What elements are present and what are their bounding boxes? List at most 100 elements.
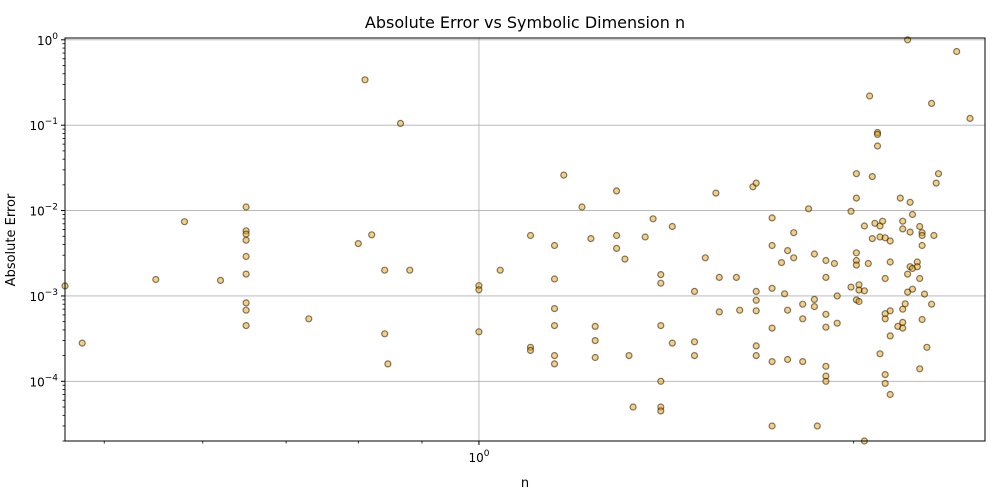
data-point [752, 296, 760, 304]
data-point [901, 300, 909, 308]
data-point [578, 203, 586, 211]
data-point [830, 259, 839, 268]
plot-frame [64, 37, 986, 442]
data-point [657, 322, 665, 330]
data-point [550, 275, 559, 283]
data-point [475, 286, 483, 294]
data-point [881, 371, 889, 379]
data-point [629, 403, 637, 411]
data-point [780, 290, 789, 298]
data-point [305, 315, 313, 323]
data-point [903, 270, 912, 278]
data-point [923, 343, 931, 351]
data-point [732, 273, 741, 281]
data-point [906, 198, 914, 206]
data-point [876, 350, 884, 358]
data-point [657, 407, 665, 415]
y-axis-label: Absolute Error [4, 193, 19, 286]
data-point [242, 252, 250, 261]
data-point [475, 328, 483, 336]
data-point [934, 170, 943, 178]
y-tick-label: 10−3 [29, 288, 58, 304]
data-point [927, 300, 936, 308]
data-point [886, 258, 894, 266]
data-point [916, 222, 924, 231]
data-point [804, 205, 813, 213]
data-point [783, 247, 792, 255]
data-point [799, 315, 807, 323]
data-point [790, 254, 798, 262]
data-point [822, 273, 830, 281]
data-point [550, 352, 559, 360]
data-point [847, 207, 855, 215]
data-point [550, 305, 559, 313]
data-point [881, 315, 889, 323]
data-point [799, 358, 807, 366]
data-point [736, 306, 744, 314]
data-point [865, 92, 874, 100]
data-point [810, 295, 819, 303]
data-point [799, 300, 807, 308]
data-point [847, 283, 855, 291]
data-point [873, 142, 882, 150]
data-point [777, 259, 786, 267]
data-point [908, 210, 917, 219]
data-point [690, 338, 699, 346]
data-point [899, 324, 907, 332]
data-point [916, 274, 924, 283]
y-tick-label: 100 [37, 32, 58, 48]
data-point [715, 308, 723, 316]
data-point [878, 217, 887, 225]
data-point [881, 274, 889, 283]
data-point [649, 215, 657, 223]
grid-lines [65, 38, 985, 441]
data-point [899, 225, 907, 233]
data-point [918, 231, 926, 240]
data-point [587, 235, 595, 243]
data-point [783, 355, 792, 364]
data-point [668, 339, 676, 347]
data-point [621, 255, 629, 263]
data-point [152, 275, 160, 284]
data-point [396, 119, 405, 128]
data-point [822, 377, 830, 385]
data-point [768, 324, 776, 332]
data-point [899, 217, 907, 225]
data-point [852, 194, 861, 202]
data-point [908, 285, 917, 293]
data-point [550, 322, 559, 330]
data-point [822, 310, 830, 318]
data-point [822, 323, 830, 331]
data-point [361, 76, 369, 84]
data-point [768, 358, 776, 366]
data-point [886, 237, 894, 245]
data-point [833, 292, 841, 300]
data-point [242, 203, 250, 211]
data-point [918, 315, 926, 324]
data-point [752, 342, 760, 350]
x-tick-label: 100 [468, 449, 489, 465]
data-point [381, 266, 389, 274]
data-point [966, 114, 974, 123]
data-point [881, 379, 889, 387]
data-point [612, 244, 621, 252]
axis-ticks: 10−4 10−3 10−2 10−1 100 100 [29, 32, 855, 465]
data-point [368, 231, 376, 239]
data-point [242, 230, 250, 238]
data-point [899, 318, 907, 326]
data-point [752, 179, 760, 187]
data-point [690, 287, 699, 295]
data-point [886, 332, 894, 340]
data-point [790, 229, 798, 237]
data-point [864, 259, 872, 268]
data-point [852, 170, 861, 178]
data-point [833, 319, 841, 327]
data-point [591, 337, 599, 345]
data-point [881, 234, 889, 242]
data-point [768, 214, 776, 222]
x-axis-label: n [521, 476, 529, 491]
data-point [810, 250, 819, 258]
data-point [860, 222, 869, 230]
data-point [550, 241, 559, 250]
data-point [690, 352, 699, 360]
